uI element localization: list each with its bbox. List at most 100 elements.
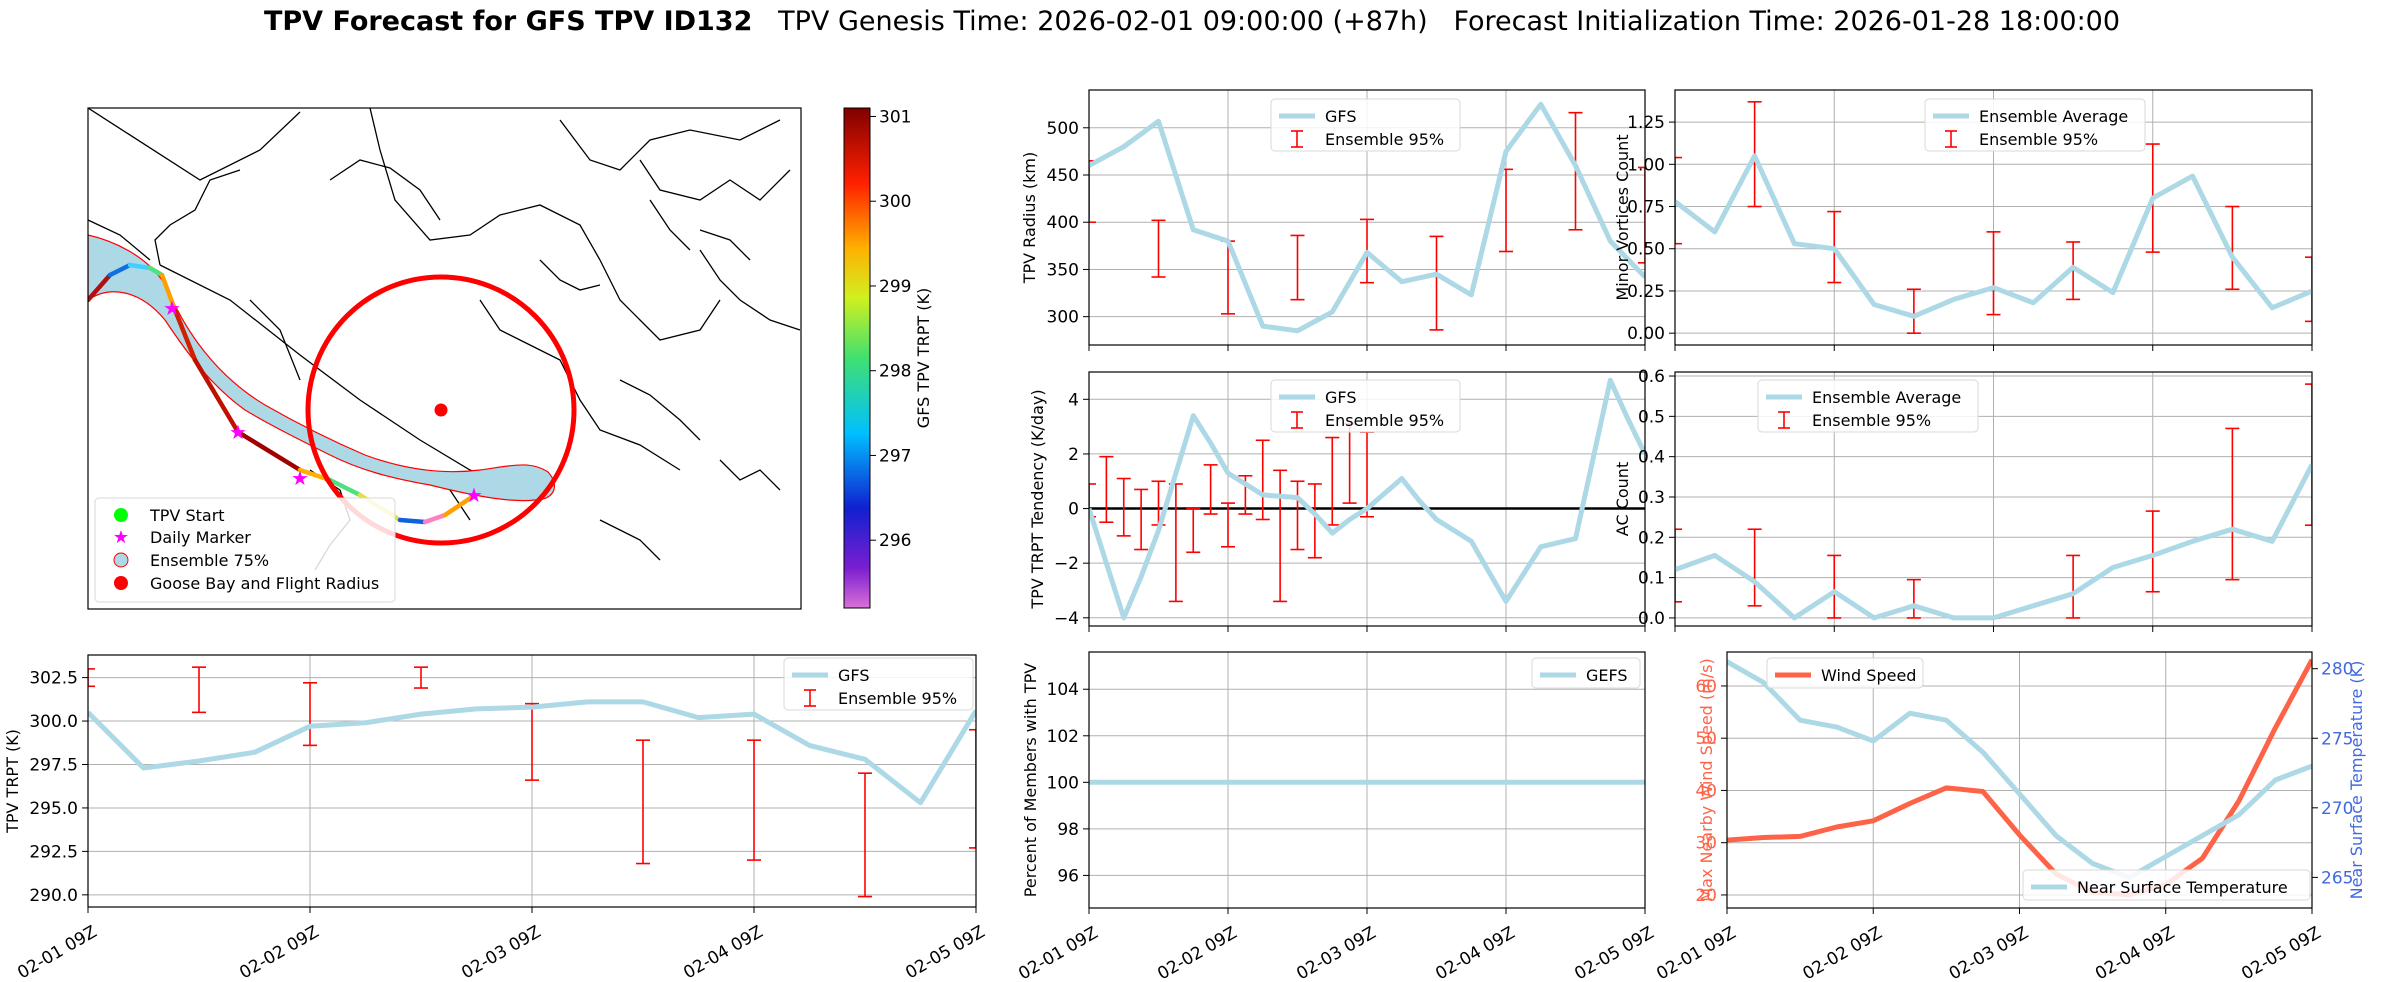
colorbar-gradient	[843, 107, 871, 609]
y-tick-label: 104	[1047, 680, 1079, 700]
y-tick-label: 0	[1068, 500, 1079, 520]
y2-axis-label: Near Surface Temperature (K)	[2347, 661, 2366, 900]
colorbar-label: GFS TPV TRPT (K)	[914, 288, 933, 428]
legend-daily-marker: Daily Marker	[150, 528, 251, 547]
y-tick-label: −2	[1054, 554, 1079, 574]
y-tick-label: 4	[1068, 390, 1079, 410]
y-axis-label: AC Count	[1613, 462, 1632, 536]
y-tick-label: 30	[1695, 834, 1717, 854]
y-tick-label: 350	[1047, 260, 1079, 280]
y-tick-label: 0.3	[1638, 488, 1665, 508]
legend-tpv-start: TPV Start	[149, 506, 225, 525]
plot-area	[1727, 658, 2312, 898]
x-tick-label: 02-01 09Z	[1653, 923, 1739, 982]
series-line	[1727, 658, 2312, 898]
legend-box	[1270, 379, 1461, 433]
y-tick-label: 0.00	[1627, 324, 1665, 344]
panel-ac-count: 0.0 0.1 0.2 0.3 0.4 0.5 0.6 AC Count Ensemble Av…	[1613, 367, 2313, 632]
plot-area	[88, 666, 976, 898]
legend-label: Near Surface Temperature	[2077, 878, 2288, 897]
y-tick-label: 60	[1695, 677, 1717, 697]
colorbar-tick-label: 300	[879, 192, 911, 212]
legend-goose-bay: Goose Bay and Flight Radius	[150, 574, 379, 593]
y2-tick-label: 280	[2321, 660, 2353, 680]
y-tick-label: 20	[1695, 886, 1717, 906]
legend-label: GEFS	[1586, 666, 1628, 685]
legend-ensemble-75-icon	[113, 552, 129, 568]
y-tick-label: 2	[1068, 445, 1079, 465]
y-axis-label: Percent of Members with TPV	[1021, 663, 1040, 897]
x-tick-label: 02-03 09Z	[1293, 923, 1379, 982]
panel-tpv-radius: 300 350 400 450 500 TPV Radius (km) GFS Ensembl…	[1020, 89, 1646, 351]
plot-area	[1675, 383, 2312, 621]
y-tick-label: 0.50	[1627, 240, 1665, 260]
legend-label: Ensemble Average	[1812, 388, 1961, 407]
y-tick-label: 40	[1695, 781, 1717, 801]
x-tick-label: 02-05 09Z	[902, 922, 988, 982]
ensemble-75-area	[88, 234, 556, 502]
x-tick-label: 02-05 09Z	[2238, 923, 2324, 982]
y-tick-label: 96	[1057, 866, 1079, 886]
legend-label: GFS	[1325, 388, 1356, 407]
legend-daily-marker-icon: ★	[113, 527, 129, 548]
colorbar-tick-label: 297	[879, 446, 911, 466]
y-tick-label: 0.1	[1638, 569, 1665, 589]
legend-box	[783, 657, 974, 711]
legend-box	[1924, 98, 2146, 152]
y-tick-label: 98	[1057, 820, 1079, 840]
legend-label: GFS	[838, 666, 869, 685]
figure-title: TPV Forecast for GFS TPV ID132 TPV Genes…	[0, 6, 2384, 37]
legend-label: GFS	[1325, 107, 1356, 126]
series-line	[1675, 153, 2312, 319]
y-tick-label: 295.0	[29, 799, 78, 819]
y-tick-label: 0.4	[1638, 448, 1665, 468]
legend-goose-bay-icon	[114, 576, 128, 590]
y-tick-label: 0.75	[1627, 198, 1665, 218]
x-tick-label: 02-01 09Z	[14, 922, 100, 982]
legend-label: Ensemble 95%	[1325, 411, 1444, 430]
plot-area	[1675, 101, 2312, 334]
y-tick-label: 300	[1047, 308, 1079, 328]
y-tick-label: 290.0	[29, 886, 78, 906]
daily-markers: ★ ★ ★ ★	[163, 296, 483, 507]
y-tick-label: 297.5	[29, 755, 78, 775]
x-tick-label: 02-04 09Z	[680, 922, 766, 982]
x-tick-label: 02-02 09Z	[1799, 923, 1885, 982]
series-line	[88, 699, 976, 806]
daily-marker: ★	[291, 466, 309, 490]
daily-marker: ★	[163, 296, 181, 320]
goose-bay-marker	[434, 403, 448, 417]
y2-tick-label: 265	[2321, 868, 2353, 888]
panel-trpt-tendency: −4 −2 0 2 4 TPV TRPT Tendency (K/day) GFS Ensem…	[1028, 371, 1646, 632]
legend-ensemble-75: Ensemble 75%	[150, 551, 269, 570]
title-genesis-time: TPV Genesis Time: 2026-02-01 09:00:00 (+…	[778, 6, 1428, 37]
y-tick-label: 0.25	[1627, 282, 1665, 302]
series-line	[1089, 377, 1645, 621]
legend-label: Ensemble Average	[1979, 107, 2128, 126]
y-tick-label: 450	[1047, 166, 1079, 186]
title-tpv-id: TPV Forecast for GFS TPV ID132	[263, 6, 753, 37]
colorbar-tick-label: 299	[879, 277, 911, 297]
series-line	[1089, 101, 1645, 334]
y-tick-label: −4	[1054, 609, 1079, 629]
y-axis-label: TPV TRPT Tendency (K/day)	[1028, 389, 1047, 609]
map-frame	[87, 107, 802, 610]
y-tick-label: 400	[1047, 213, 1079, 233]
y-axis-label: TPV TRPT (K)	[3, 729, 22, 834]
colorbar-tick-label: 298	[879, 362, 911, 382]
legend-tpv-start-icon	[114, 508, 128, 522]
map-legend: TPV Start ★ Daily Marker Ensemble 75% Go…	[94, 497, 396, 603]
legend-label: Ensemble 95%	[838, 689, 957, 708]
y-axis-label: TPV Radius (km)	[1020, 152, 1039, 285]
legend-box	[1757, 379, 1979, 433]
legend-label: Wind Speed	[1821, 666, 1916, 685]
goose-bay-radius-circle	[305, 274, 577, 546]
y-axis-label: Minor Vortices Count	[1613, 134, 1632, 300]
y2-tick-label: 275	[2321, 729, 2353, 749]
legend-label: Ensemble 95%	[1979, 130, 2098, 149]
x-tick-label: 02-02 09Z	[236, 922, 322, 982]
colorbar: 296 297 298 299 300 301 GFS TPV TRPT (K)	[843, 107, 933, 609]
colorbar-tick-label: 296	[879, 531, 911, 551]
